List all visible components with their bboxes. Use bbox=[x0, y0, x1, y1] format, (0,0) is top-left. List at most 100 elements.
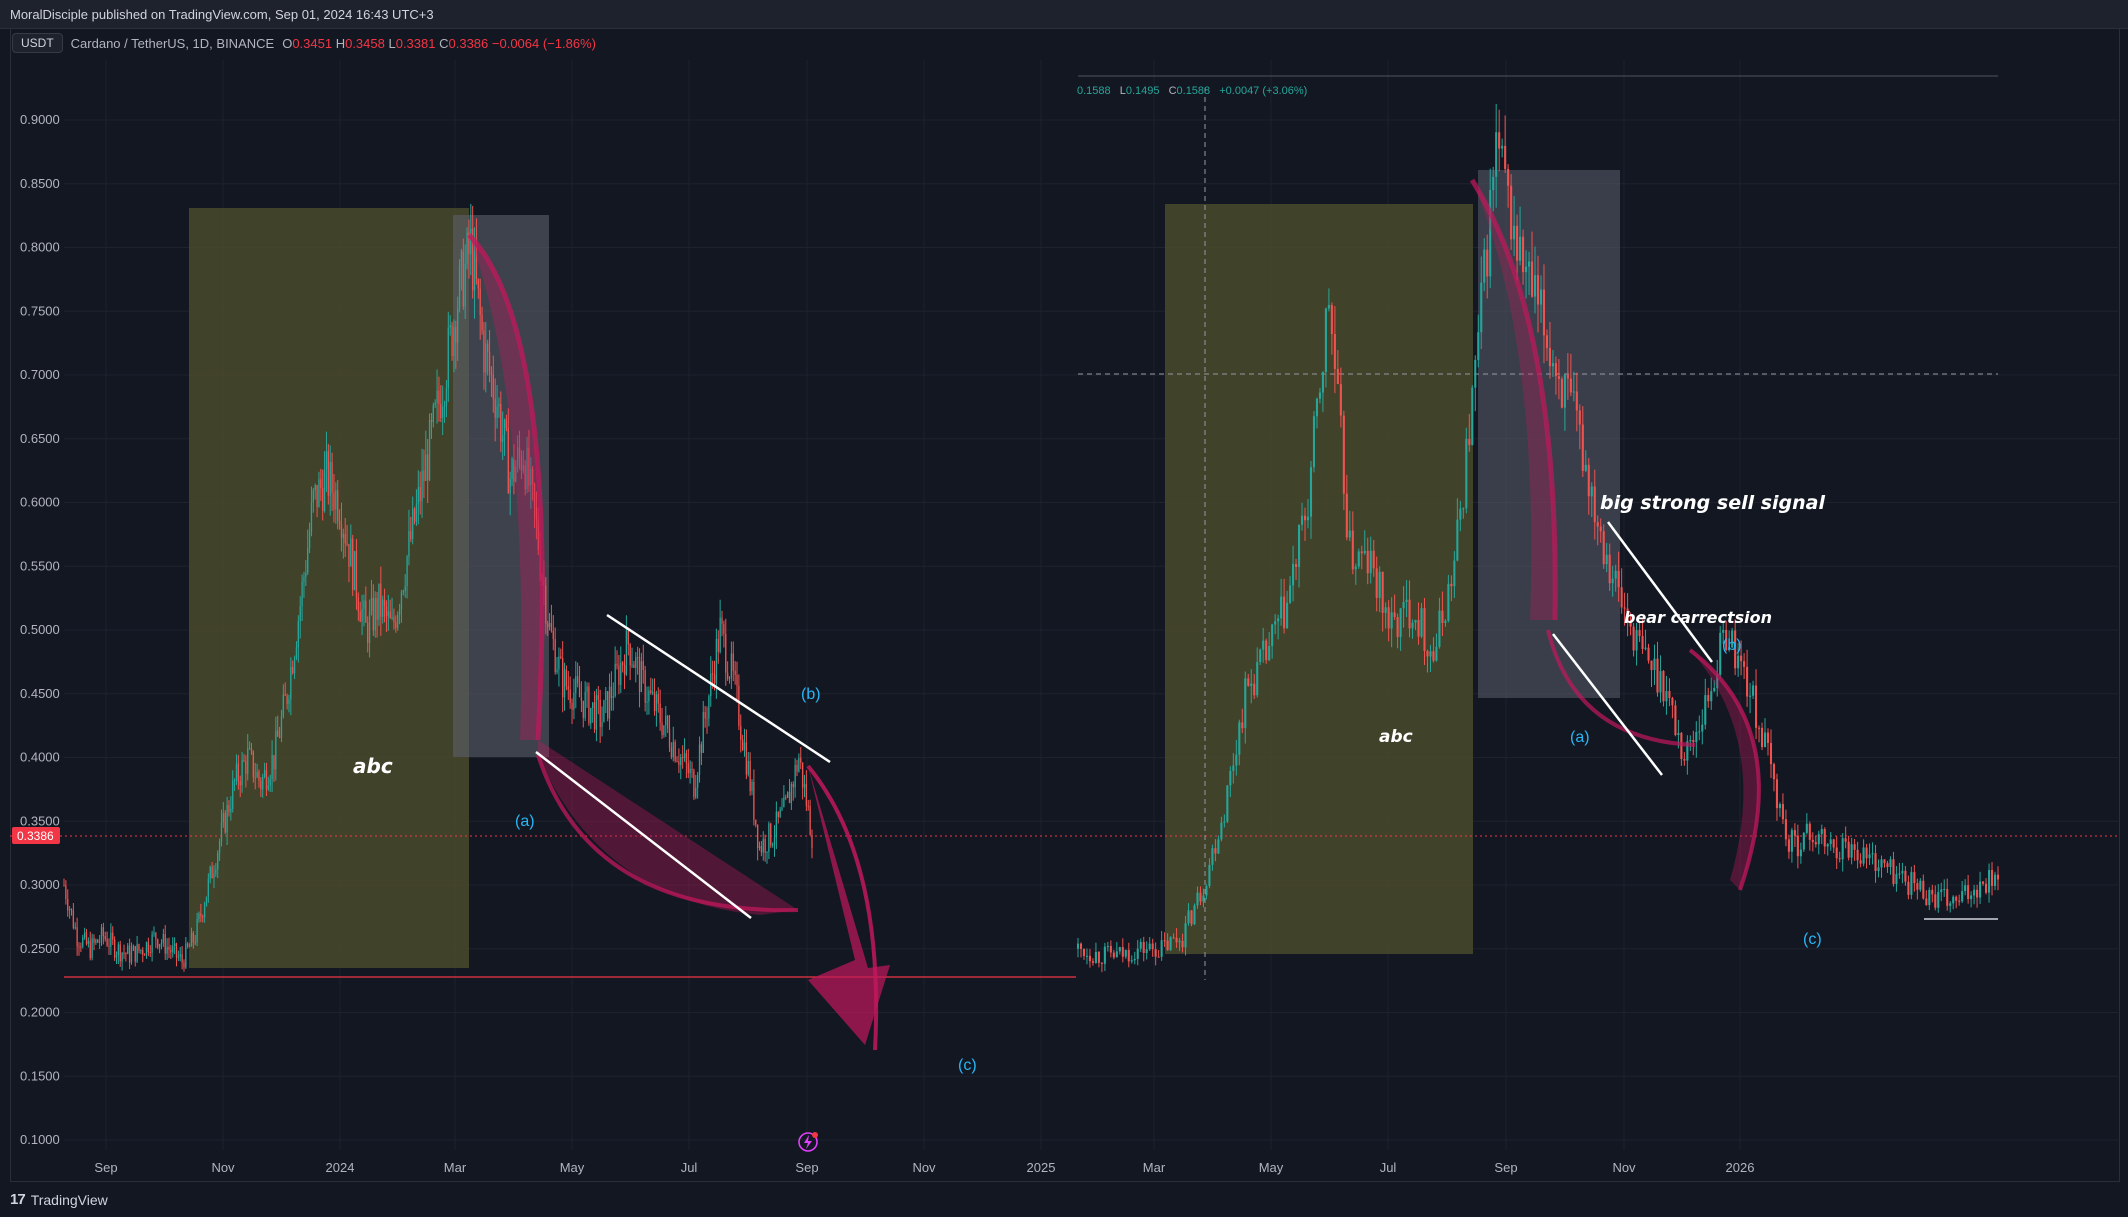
candle-body bbox=[1121, 947, 1124, 957]
candle-body bbox=[565, 669, 568, 687]
candle-body bbox=[1447, 583, 1450, 621]
trendline-right-sell bbox=[1606, 521, 1714, 663]
candle-body bbox=[179, 954, 181, 957]
candle-body bbox=[666, 715, 669, 729]
x-tick-label: Mar bbox=[1143, 1160, 1166, 1175]
candle-body bbox=[1205, 886, 1208, 896]
candle-body bbox=[190, 932, 193, 947]
candle-body bbox=[280, 716, 283, 738]
candle-body bbox=[1306, 516, 1310, 521]
candle-body bbox=[1533, 275, 1537, 297]
candle-body bbox=[700, 744, 703, 753]
candle-body bbox=[1955, 896, 1958, 901]
candle-body bbox=[1408, 599, 1411, 629]
candle-body bbox=[1375, 568, 1378, 598]
candle-body bbox=[1916, 883, 1919, 890]
candle-body bbox=[1850, 844, 1853, 858]
candle-body bbox=[777, 811, 779, 818]
candle-body bbox=[453, 327, 455, 356]
candle-body bbox=[1259, 649, 1262, 663]
candle-body bbox=[207, 878, 210, 897]
candle-body bbox=[1752, 685, 1755, 696]
candle-body bbox=[155, 932, 157, 940]
candle-body bbox=[340, 524, 343, 538]
candle-body bbox=[436, 390, 438, 403]
candle-body bbox=[1967, 885, 1970, 899]
candle-body bbox=[1169, 937, 1172, 951]
candle-body bbox=[228, 805, 230, 813]
candle-body bbox=[670, 747, 673, 758]
symbol-name[interactable]: Cardano / TetherUS, 1D, BINANCE bbox=[70, 35, 275, 51]
x-tick-label: Nov bbox=[1612, 1160, 1636, 1175]
candle-body bbox=[217, 853, 219, 870]
candle-body bbox=[177, 956, 180, 958]
candle-body bbox=[93, 938, 95, 943]
candle-body bbox=[1369, 550, 1372, 574]
candle-body bbox=[100, 927, 103, 942]
x-tick-label: Jul bbox=[681, 1160, 698, 1175]
candle-body bbox=[1277, 618, 1280, 622]
lightning-event-icon bbox=[798, 1132, 818, 1152]
tradingview-brand[interactable]: 17 TradingView bbox=[10, 1191, 108, 1208]
candle-body bbox=[1596, 522, 1599, 527]
candle-body bbox=[792, 783, 794, 788]
candle-body bbox=[1530, 261, 1534, 297]
candle-body bbox=[194, 942, 196, 944]
candle-body bbox=[455, 327, 457, 343]
candle-body bbox=[1898, 873, 1901, 875]
candle-body bbox=[644, 670, 646, 703]
candle-body bbox=[1289, 585, 1292, 603]
candle-body bbox=[1498, 132, 1501, 149]
candle-body bbox=[1253, 683, 1256, 696]
candle-body bbox=[1889, 859, 1892, 867]
candle-body bbox=[659, 703, 661, 723]
candle-body bbox=[1214, 848, 1217, 854]
currency-badge[interactable]: USDT bbox=[12, 33, 63, 53]
candle-body bbox=[1584, 464, 1587, 471]
candle-body bbox=[1232, 765, 1235, 771]
candle-body bbox=[127, 945, 129, 954]
candle-body bbox=[1474, 359, 1477, 388]
candle-body bbox=[636, 657, 639, 659]
curve-arrow-right-1 bbox=[1469, 178, 1558, 621]
candle-body bbox=[1778, 804, 1781, 809]
candle-body bbox=[1808, 823, 1811, 840]
candle-body bbox=[1781, 804, 1784, 820]
candle-body bbox=[1877, 867, 1880, 871]
candle-body bbox=[477, 279, 479, 289]
candle-body bbox=[794, 764, 796, 788]
candle-body bbox=[809, 805, 811, 836]
candle-body bbox=[756, 824, 759, 849]
y-tick-label: 0.6000 bbox=[20, 495, 60, 510]
candle-body bbox=[698, 744, 701, 776]
candle-body bbox=[320, 479, 322, 489]
candle-body bbox=[1787, 839, 1790, 852]
candle-body bbox=[89, 940, 91, 959]
candle-body bbox=[711, 673, 714, 675]
candle-body bbox=[1829, 839, 1832, 845]
candle-body bbox=[457, 308, 459, 343]
candle-body bbox=[717, 638, 719, 653]
candle-body bbox=[1799, 849, 1802, 857]
y-tick-label: 0.8500 bbox=[20, 176, 60, 191]
candle-body bbox=[1605, 554, 1608, 565]
candle-body bbox=[1163, 940, 1166, 942]
candle-body bbox=[222, 812, 225, 823]
candle-body bbox=[226, 805, 228, 833]
candle-body bbox=[522, 465, 524, 471]
candle-body bbox=[743, 742, 746, 751]
candle-body bbox=[1229, 770, 1232, 786]
candle-body bbox=[1811, 839, 1814, 843]
candle-body bbox=[755, 819, 757, 825]
candle-body bbox=[1280, 596, 1283, 619]
candle-body bbox=[507, 428, 509, 494]
candle-body bbox=[1190, 910, 1193, 925]
candle-body bbox=[760, 846, 763, 853]
candle-body bbox=[1184, 923, 1187, 948]
candle-body bbox=[1695, 731, 1698, 743]
candle-body bbox=[1444, 620, 1447, 623]
candle-body bbox=[696, 775, 699, 788]
candle-body bbox=[132, 946, 135, 951]
trendline-left-lower bbox=[535, 751, 752, 919]
